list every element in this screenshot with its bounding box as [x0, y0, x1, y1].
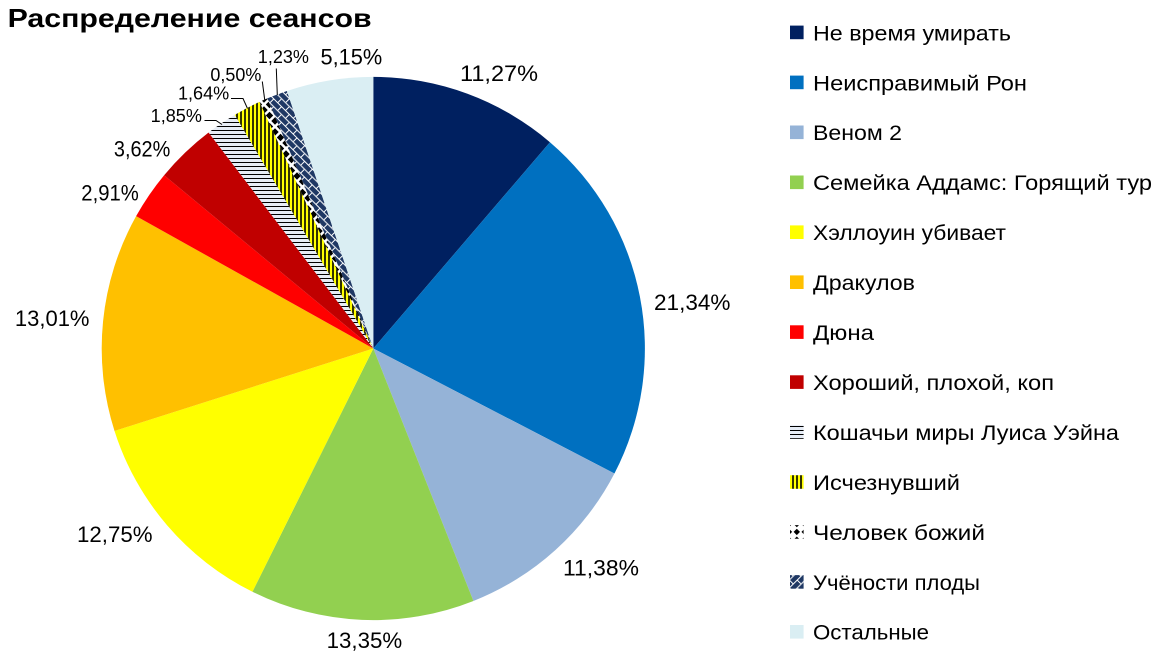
- svg-text:2,91%: 2,91%: [81, 181, 139, 206]
- svg-text:21,34%: 21,34%: [654, 290, 731, 315]
- svg-text:Не время умирать: Не время умирать: [813, 21, 1011, 45]
- svg-text:Исчезнувший: Исчезнувший: [813, 471, 960, 495]
- svg-text:Человек божий: Человек божий: [813, 521, 985, 545]
- svg-text:1,23%: 1,23%: [258, 47, 309, 67]
- svg-text:5,15%: 5,15%: [321, 45, 383, 70]
- svg-text:Дюна: Дюна: [813, 321, 874, 345]
- svg-text:13,35%: 13,35%: [327, 628, 403, 653]
- svg-text:12,75%: 12,75%: [77, 522, 153, 547]
- svg-text:11,38%: 11,38%: [563, 556, 639, 581]
- svg-text:Дракулов: Дракулов: [813, 271, 915, 295]
- svg-text:Кошачьи миры Луиса Уэйна: Кошачьи миры Луиса Уэйна: [813, 421, 1119, 445]
- svg-text:Хороший, плохой, коп: Хороший, плохой, коп: [813, 371, 1054, 395]
- svg-text:3,62%: 3,62%: [114, 137, 170, 162]
- svg-text:Учёности плоды: Учёности плоды: [813, 571, 980, 595]
- svg-text:0,50%: 0,50%: [210, 65, 261, 85]
- svg-text:13,01%: 13,01%: [15, 306, 90, 331]
- svg-text:Неисправимый Рон: Неисправимый Рон: [813, 71, 1027, 95]
- svg-text:Веном 2: Веном 2: [813, 121, 902, 145]
- svg-text:1,64%: 1,64%: [178, 83, 229, 103]
- svg-text:Семейка Аддамс: Горящий тур: Семейка Аддамс: Горящий тур: [813, 171, 1152, 195]
- svg-text:11,27%: 11,27%: [460, 61, 538, 86]
- svg-text:1,85%: 1,85%: [151, 106, 202, 126]
- svg-text:Распределение сеансов: Распределение сеансов: [8, 5, 372, 33]
- svg-text:Хэллоуин убивает: Хэллоуин убивает: [813, 221, 1006, 245]
- svg-text:Остальные: Остальные: [813, 621, 929, 645]
